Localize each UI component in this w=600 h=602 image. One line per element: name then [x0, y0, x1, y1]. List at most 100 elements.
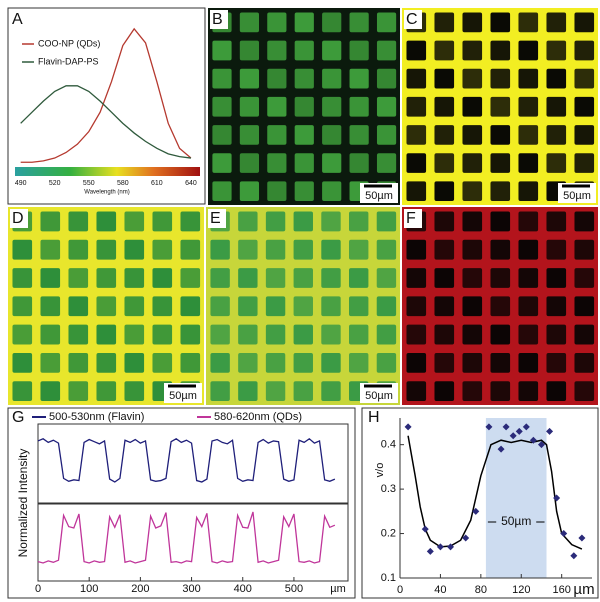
x-tick-label: 300 [182, 583, 200, 595]
pattern-square [294, 381, 313, 401]
pattern-square [546, 41, 566, 61]
pattern-square [96, 268, 116, 288]
pattern-square [294, 212, 313, 232]
pattern-square [574, 268, 594, 288]
y-tick-label: 0.2 [381, 527, 396, 539]
pattern-square [210, 381, 229, 401]
x-tick-label: 610 [151, 180, 163, 187]
pattern-square [349, 212, 368, 232]
pattern-square [321, 268, 340, 288]
pattern-square [462, 296, 482, 316]
pattern-square [210, 296, 229, 316]
pattern-square [377, 240, 396, 260]
legend-label: 500-530nm (Flavin) [49, 411, 144, 423]
pattern-square [574, 153, 594, 173]
pattern-square [295, 69, 314, 89]
pattern-square [267, 125, 286, 145]
pattern-square [180, 268, 200, 288]
pattern-square [490, 181, 510, 201]
panel-label: H [368, 409, 380, 426]
x-tick-label: 120 [512, 584, 530, 596]
pattern-square [68, 212, 88, 232]
pattern-square [267, 69, 286, 89]
pattern-square [406, 325, 426, 345]
pattern-square [266, 268, 285, 288]
pattern-square [294, 240, 313, 260]
pattern-square [490, 325, 510, 345]
pattern-square [546, 125, 566, 145]
pattern-square [295, 97, 314, 117]
pattern-square [152, 212, 172, 232]
scale-bar-label: 50µm [563, 190, 591, 202]
pattern-square [321, 296, 340, 316]
pattern-square [350, 125, 369, 145]
pattern-square [68, 325, 88, 345]
pattern-square [518, 13, 538, 33]
pattern-square [434, 153, 454, 173]
pattern-square [124, 296, 144, 316]
pattern-square [321, 240, 340, 260]
pattern-square [546, 212, 566, 232]
pattern-square [212, 181, 231, 201]
pattern-square [462, 353, 482, 373]
pattern-square [546, 97, 566, 117]
pattern-square [294, 353, 313, 373]
pattern-square [295, 41, 314, 61]
pattern-square [490, 97, 510, 117]
pattern-square [152, 296, 172, 316]
pattern-square [462, 181, 482, 201]
scale-bar-label: 50µm [169, 390, 197, 402]
pattern-square [377, 97, 396, 117]
pattern-square [12, 353, 32, 373]
pattern-square [96, 325, 116, 345]
pattern-square [518, 212, 538, 232]
pattern-square [574, 381, 594, 401]
pattern-square [349, 240, 368, 260]
pattern-square [518, 325, 538, 345]
pattern-square [349, 325, 368, 345]
x-tick-label: 0 [397, 584, 403, 596]
pattern-square [238, 325, 257, 345]
pattern-square [212, 125, 231, 145]
pattern-square [546, 13, 566, 33]
pattern-square [462, 240, 482, 260]
pattern-square [377, 296, 396, 316]
pattern-square [434, 97, 454, 117]
pattern-square [321, 212, 340, 232]
panel-label: G [12, 409, 24, 426]
panel-label: A [12, 11, 23, 28]
pattern-square [210, 268, 229, 288]
pattern-square [406, 69, 426, 89]
pattern-square [377, 325, 396, 345]
pattern-square [266, 296, 285, 316]
pattern-square [490, 353, 510, 373]
pattern-square [210, 240, 229, 260]
pattern-square [295, 13, 314, 33]
pattern-square [462, 268, 482, 288]
pattern-square [295, 181, 314, 201]
pattern-square [406, 41, 426, 61]
pattern-square [40, 381, 60, 401]
pattern-square [240, 41, 259, 61]
pattern-square [377, 13, 396, 33]
pattern-square [518, 296, 538, 316]
pattern-square [322, 13, 341, 33]
pattern-square [124, 240, 144, 260]
x-tick-label: 580 [117, 180, 129, 187]
pattern-square [434, 268, 454, 288]
pattern-square [240, 181, 259, 201]
pattern-square [462, 97, 482, 117]
pattern-square [518, 41, 538, 61]
pattern-square [546, 240, 566, 260]
pattern-square [322, 153, 341, 173]
y-tick-label: 0.4 [381, 439, 396, 451]
pattern-square [350, 153, 369, 173]
pattern-square [574, 125, 594, 145]
pattern-square [96, 212, 116, 232]
pattern-square [377, 125, 396, 145]
pattern-square [68, 296, 88, 316]
pattern-square [462, 125, 482, 145]
pattern-square [434, 296, 454, 316]
pattern-square [518, 353, 538, 373]
pattern-square [212, 97, 231, 117]
